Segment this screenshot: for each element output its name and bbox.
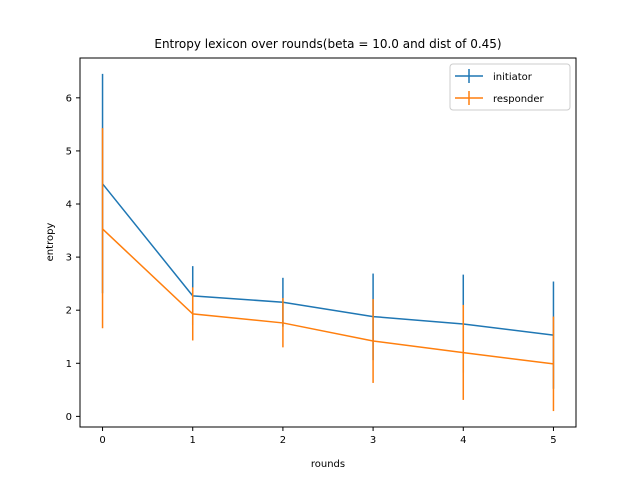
x-tick-label: 3: [370, 435, 376, 446]
y-tick-label: 1: [66, 359, 72, 370]
plot-area: [101, 73, 555, 412]
y-tick-label: 4: [66, 200, 72, 211]
series-line-responder: [102, 228, 554, 365]
legend-item-responder: responder: [455, 91, 545, 105]
series-line-initiator: [101, 183, 554, 336]
y-axis-label: entropy: [45, 223, 56, 262]
y-axis: 0 1 2 3 4 5 6: [66, 93, 80, 423]
x-tick-label: 5: [550, 435, 556, 446]
y-tick-label: 3: [66, 253, 72, 264]
x-tick-label: 1: [190, 435, 196, 446]
y-tick-label: 6: [66, 93, 72, 104]
x-tick-label: 2: [280, 435, 286, 446]
legend-label-initiator: initiator: [493, 72, 533, 83]
legend-item-initiator: initiator: [455, 69, 533, 83]
x-axis-label: rounds: [311, 459, 345, 470]
x-tick-label: 4: [460, 435, 466, 446]
plot-frame: [79, 57, 577, 428]
legend-label-responder: responder: [493, 94, 545, 105]
chart-title: Entropy lexicon over rounds(beta = 10.0 …: [154, 37, 501, 51]
legend: initiator responder: [449, 63, 571, 111]
x-axis: 0 1 2 3 4 5: [99, 427, 557, 446]
x-tick-label: 0: [99, 435, 105, 446]
series-initiator: [101, 73, 555, 389]
series-responder: [101, 128, 555, 412]
y-tick-label: 2: [66, 306, 72, 317]
y-tick-label: 0: [66, 412, 72, 423]
y-tick-label: 5: [66, 146, 72, 157]
